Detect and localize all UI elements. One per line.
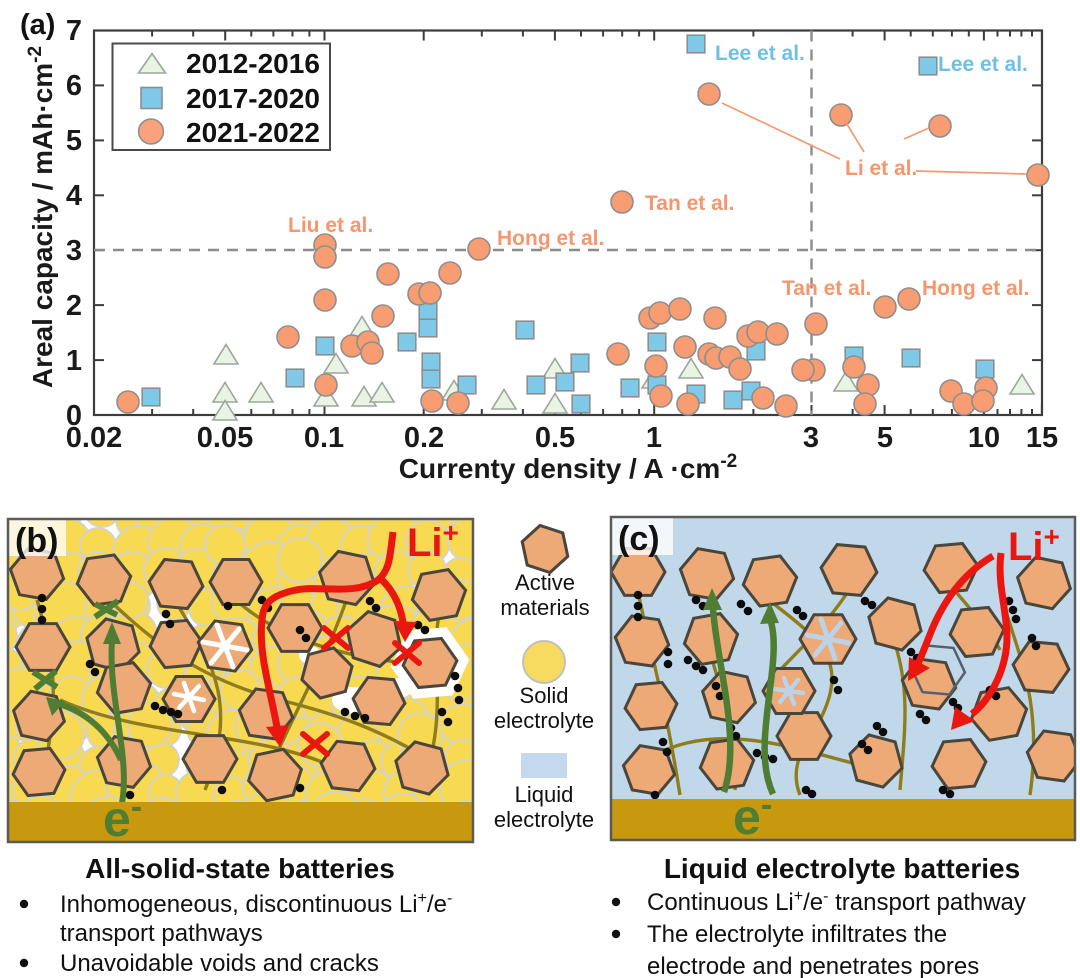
svg-text:Tan et al.: Tan et al. — [782, 277, 871, 300]
svg-text:5: 5 — [66, 125, 82, 157]
svg-text:Li et al.: Li et al. — [845, 157, 917, 180]
svg-text:(c): (c) — [618, 520, 660, 558]
svg-text:Areal capacity / mAh·cm-2: Areal capacity / mAh·cm-2 — [25, 46, 58, 388]
svg-text:Inhomogeneous, discontinuous L: Inhomogeneous, discontinuous Li+/e- — [60, 890, 452, 918]
svg-text:Unavoidable voids and cracks: Unavoidable voids and cracks — [60, 950, 379, 977]
svg-text:6: 6 — [66, 70, 82, 102]
svg-text:Solid: Solid — [520, 683, 569, 708]
svg-text:Liquid electrolyte batteries: Liquid electrolyte batteries — [664, 853, 1020, 884]
svg-text:Lee et al.: Lee et al. — [938, 53, 1028, 76]
svg-text:10: 10 — [968, 422, 1000, 454]
svg-text:The electrolyte infiltrates th: The electrolyte infiltrates the — [647, 921, 947, 948]
svg-text:15: 15 — [1026, 422, 1058, 454]
svg-text:Lee et al.: Lee et al. — [715, 42, 805, 65]
svg-text:1: 1 — [646, 422, 662, 454]
svg-text:2017-2020: 2017-2020 — [186, 83, 320, 114]
svg-text:2: 2 — [66, 290, 82, 322]
svg-text:electrode and penetrates pores: electrode and penetrates pores — [647, 953, 979, 978]
svg-text:3: 3 — [803, 422, 819, 454]
svg-text:0.5: 0.5 — [535, 422, 575, 454]
svg-text:4: 4 — [66, 180, 82, 212]
svg-text:materials: materials — [500, 595, 589, 620]
svg-text:0.02: 0.02 — [66, 422, 122, 454]
svg-text:Hong et al.: Hong et al. — [497, 227, 604, 250]
svg-text:electrolyte: electrolyte — [494, 807, 594, 832]
svg-text:Liu et al.: Liu et al. — [288, 214, 373, 237]
svg-text:transport pathways: transport pathways — [60, 920, 263, 947]
svg-text:Active: Active — [515, 570, 575, 595]
svg-text:electrolyte: electrolyte — [494, 708, 594, 733]
svg-text:Liquid: Liquid — [515, 782, 574, 807]
svg-text:Currenty density / A ·cm-2: Currenty density / A ·cm-2 — [399, 451, 737, 484]
svg-text:1: 1 — [66, 345, 82, 377]
svg-text:5: 5 — [877, 422, 893, 454]
svg-text:Continuous Li+/e- transport pa: Continuous Li+/e- transport pathway — [647, 888, 1026, 916]
svg-text:All-solid-state batteries: All-solid-state batteries — [85, 853, 395, 884]
svg-text:2012-2016: 2012-2016 — [186, 48, 320, 79]
svg-text:(a): (a) — [20, 9, 55, 41]
svg-text:3: 3 — [66, 235, 82, 267]
svg-text:7: 7 — [66, 15, 82, 47]
svg-text:(b): (b) — [15, 522, 58, 560]
svg-text:Hong et al.: Hong et al. — [922, 277, 1029, 300]
svg-text:0.2: 0.2 — [404, 422, 444, 454]
svg-text:Tan et al.: Tan et al. — [645, 192, 734, 215]
svg-text:2021-2022: 2021-2022 — [186, 117, 320, 148]
svg-text:0.05: 0.05 — [197, 422, 253, 454]
svg-text:0: 0 — [66, 400, 82, 432]
svg-text:0.1: 0.1 — [304, 422, 344, 454]
